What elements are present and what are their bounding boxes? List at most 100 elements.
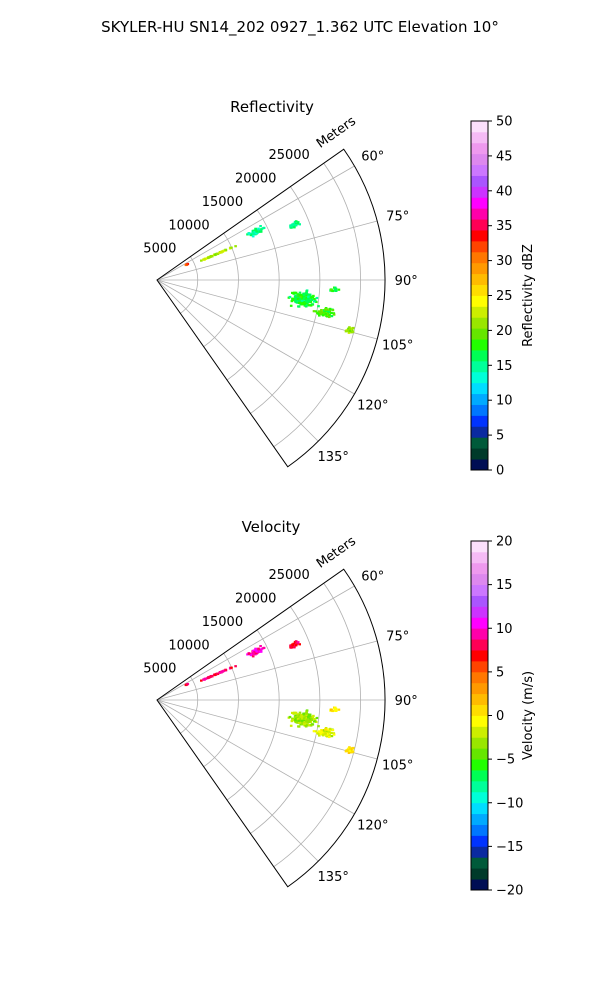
- velocity-azimuth-spoke: [156, 640, 378, 701]
- velocity-echo-point: [330, 731, 333, 735]
- velocity-colorbar-swatch: [471, 813, 488, 825]
- velocity-range-ring: [226, 629, 280, 801]
- velocity-colorbar-tick-label: −5: [496, 753, 515, 768]
- reflectivity-echo-point: [247, 232, 251, 235]
- velocity-range-tick-label: 25000: [268, 568, 309, 583]
- velocity-colorbar-swatch: [471, 726, 488, 738]
- reflectivity-echo-point: [203, 257, 207, 260]
- velocity-echo-point: [299, 716, 302, 719]
- velocity-colorbar-swatch: [471, 671, 488, 684]
- reflectivity-echo-point: [255, 231, 258, 234]
- velocity-azimuth-tick-label: 90°: [395, 694, 418, 709]
- velocity-colorbar-swatch: [471, 879, 488, 891]
- reflectivity-echo-point: [309, 300, 313, 303]
- velocity-echo-point: [314, 730, 318, 733]
- velocity-echo-point: [297, 716, 300, 719]
- velocity-echo-point: [321, 733, 324, 736]
- reflectivity-echo-point: [331, 309, 335, 312]
- reflectivity-colorbar-swatch: [471, 328, 488, 340]
- velocity-echo-point: [258, 650, 261, 653]
- velocity-azimuth-spoke: [156, 699, 355, 815]
- reflectivity-echo-point: [299, 296, 302, 299]
- velocity-echo-point: [290, 646, 293, 649]
- reflectivity-colorbar-swatch: [471, 208, 488, 220]
- reflectivity-echo-point: [328, 315, 331, 319]
- velocity-azimuth-spoke: [156, 585, 355, 701]
- reflectivity-echo-point: [332, 313, 336, 316]
- reflectivity-azimuth-spoke: [156, 279, 319, 442]
- velocity-echo-point: [294, 644, 298, 647]
- velocity-colorbar-tick-label: 10: [496, 622, 513, 637]
- reflectivity-echo-point: [348, 326, 351, 329]
- velocity-echo-point: [333, 707, 337, 710]
- velocity-echo-point: [252, 649, 255, 653]
- reflectivity-echo-point: [331, 289, 334, 293]
- reflectivity-echo-point: [300, 299, 304, 302]
- reflectivity-echo-point: [337, 288, 341, 291]
- reflectivity-echo-point: [305, 299, 308, 303]
- reflectivity-echo-point: [289, 224, 292, 227]
- reflectivity-echo-point: [289, 304, 293, 307]
- velocity-echo-point: [296, 717, 300, 721]
- velocity-echo-point: [302, 717, 306, 720]
- velocity-echo-point: [206, 676, 210, 679]
- reflectivity-echo-point: [326, 312, 329, 316]
- reflectivity-echo-point: [298, 293, 302, 296]
- reflectivity-colorbar-tick-label: 10: [496, 394, 513, 409]
- reflectivity-echo-point: [259, 225, 262, 228]
- velocity-echo-point: [289, 724, 293, 727]
- reflectivity-echo-point: [346, 329, 350, 332]
- reflectivity-echo-point: [315, 300, 318, 303]
- reflectivity-echo-point: [251, 232, 255, 235]
- reflectivity-echo-point: [332, 312, 336, 315]
- velocity-echo-point: [305, 710, 308, 713]
- velocity-echo-point: [214, 673, 217, 676]
- reflectivity-echo-point: [326, 308, 329, 311]
- velocity-echo-point: [291, 719, 294, 722]
- velocity-echo-point: [315, 720, 318, 723]
- reflectivity-echo-point: [255, 230, 258, 233]
- velocity-colorbar-swatch: [471, 704, 488, 716]
- velocity-echo-point: [351, 746, 355, 750]
- reflectivity-sector-frame: [156, 148, 386, 468]
- velocity-echo-point: [310, 718, 314, 721]
- reflectivity-echo-point: [293, 226, 296, 229]
- reflectivity-azimuth-tick-label: 60°: [361, 149, 384, 164]
- reflectivity-echo-point: [351, 326, 355, 330]
- reflectivity-echo-point: [251, 235, 255, 238]
- velocity-echo-point: [347, 747, 350, 750]
- reflectivity-echo-point: [259, 230, 263, 233]
- velocity-echo-point: [324, 732, 327, 735]
- reflectivity-echo-point: [307, 293, 311, 296]
- reflectivity-colorbar-swatch: [471, 350, 488, 362]
- reflectivity-colorbar-tick-label: 0: [496, 464, 504, 479]
- velocity-echo-point: [294, 640, 298, 643]
- velocity-echo-point: [302, 714, 306, 717]
- velocity-colorbar-tick-label: 20: [496, 535, 513, 550]
- reflectivity-echo-point: [321, 309, 325, 312]
- reflectivity-echo-point: [316, 312, 320, 315]
- reflectivity-colorbar-tick-label: 5: [496, 429, 504, 444]
- reflectivity-echo-point: [310, 298, 314, 301]
- reflectivity-echo-point: [209, 255, 212, 258]
- reflectivity-colorbar-tick-label: 20: [496, 324, 513, 339]
- velocity-echo-point: [332, 733, 336, 736]
- reflectivity-echo-point: [292, 298, 296, 301]
- velocity-azimuth-tick-label: 75°: [386, 630, 409, 645]
- reflectivity-colorbar-tick-label: 45: [496, 149, 513, 164]
- velocity-azimuth-tick-label: 105°: [382, 759, 413, 774]
- velocity-echo-point: [305, 719, 308, 723]
- reflectivity-echo-point: [348, 329, 352, 333]
- reflectivity-echo-point: [214, 253, 217, 256]
- velocity-echo-point: [300, 713, 303, 716]
- reflectivity-echo-point: [302, 294, 306, 297]
- reflectivity-echo-point: [326, 315, 329, 318]
- velocity-colorbar: −20 −15 −10 −5 0 5 10 15 20: [470, 535, 523, 899]
- reflectivity-echo-point: [324, 308, 327, 311]
- velocity-echo-point: [305, 712, 308, 715]
- reflectivity-azimuth-spoke: [156, 279, 355, 395]
- velocity-echo-point: [249, 652, 252, 655]
- reflectivity-colorbar-label: Reflectivity dBZ: [521, 244, 536, 347]
- velocity-echo-point: [333, 709, 337, 712]
- reflectivity-echo-point: [300, 293, 303, 296]
